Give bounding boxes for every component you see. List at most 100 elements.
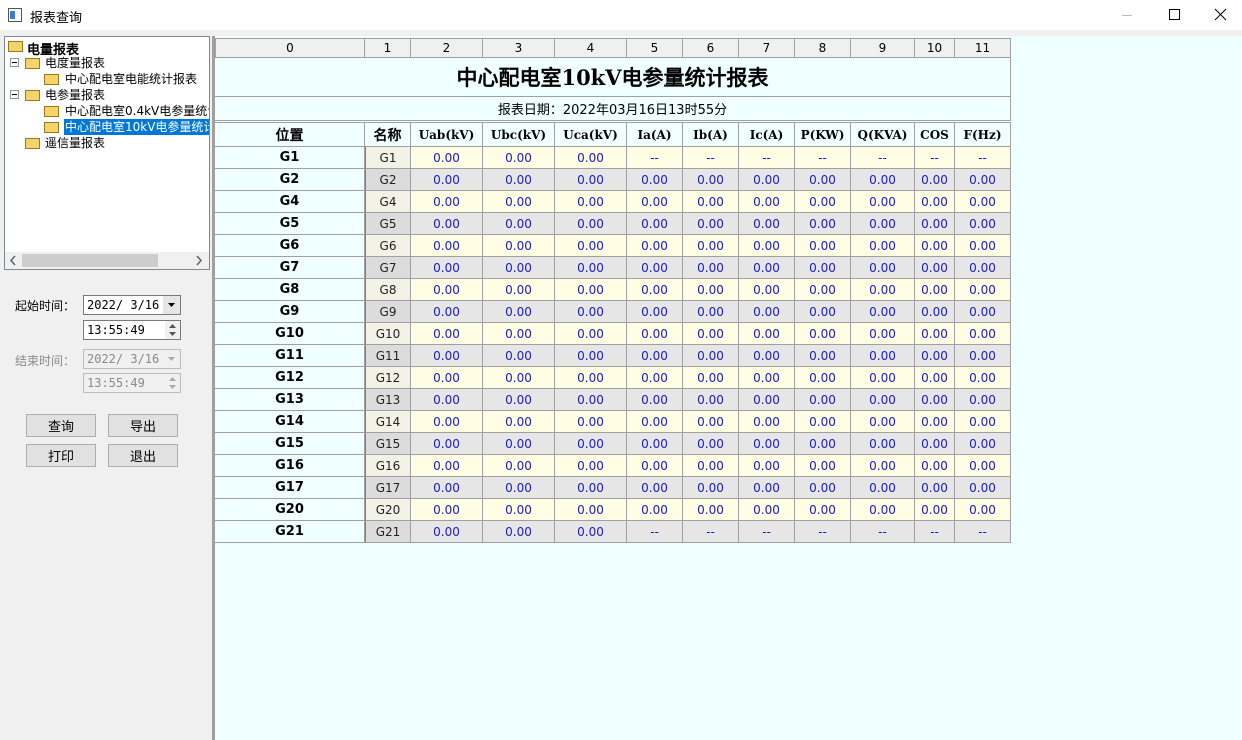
data-cell: 0.00 [739,169,795,191]
end-date: 2022/ 3/16 [83,349,181,369]
data-cell: 0.00 [411,477,483,499]
data-cell: 0.00 [627,367,683,389]
data-cell: 0.00 [627,191,683,213]
data-cell: 0.00 [627,235,683,257]
time-spinner[interactable] [165,321,180,339]
data-cell: 0.00 [915,411,955,433]
start-time[interactable]: 13:55:49 [83,320,181,340]
tree-item[interactable]: 电度量报表 [45,56,106,70]
row-name: G7 [365,257,411,279]
scroll-right[interactable] [194,255,204,266]
data-cell: 0.00 [411,521,483,543]
data-cell: 0.00 [955,191,1011,213]
column-header: Q(KVA) [851,122,915,147]
data-cell: 0.00 [795,279,851,301]
data-cell: 0.00 [739,279,795,301]
data-cell: -- [683,147,739,169]
data-cell: 0.00 [851,455,915,477]
data-cell: -- [739,521,795,543]
data-cell: 0.00 [915,191,955,213]
date-dropdown[interactable] [163,296,180,314]
data-cell: 0.00 [683,367,739,389]
tree-item-selected[interactable]: 中心配电室10kV电参量统计报表 [64,119,209,135]
button[interactable]: 查询 [26,414,96,437]
button[interactable]: 导出 [108,414,178,437]
folder-icon [25,138,40,149]
data-cell: 0.00 [555,433,627,455]
data-cell: 0.00 [795,301,851,323]
data-cell: 0.00 [955,499,1011,521]
start-date[interactable]: 2022/ 3/16 [83,295,181,315]
data-cell: 0.00 [955,389,1011,411]
data-cell: 0.00 [555,499,627,521]
minimize-button[interactable] [1120,8,1134,22]
column-header: F(Hz) [955,122,1011,147]
row-position: G8 [215,279,365,301]
data-cell: 0.00 [739,389,795,411]
data-cell: 0.00 [483,477,555,499]
row-position: G7 [215,257,365,279]
data-cell: 0.00 [411,345,483,367]
data-cell: 0.00 [411,455,483,477]
data-cell: 0.00 [851,235,915,257]
data-cell: 0.00 [739,235,795,257]
report-area: 0 1 2 3 4 5 6 7 8 9 10 11 中心配电室10kV电参量统计报表 报表日期：2022年… [215,36,1242,740]
close-button[interactable] [1214,8,1228,22]
data-cell: 0.00 [627,389,683,411]
data-cell: 0.00 [851,301,915,323]
data-cell: 0.00 [683,169,739,191]
tree-item[interactable]: 中心配电室0.4kV电参量统计报表 [65,104,209,118]
column-index: 2 [411,38,483,58]
data-cell: 0.00 [483,279,555,301]
data-cell: 0.00 [555,411,627,433]
tree-item[interactable]: 电参量报表 [45,88,106,102]
tree-item[interactable]: 遥信量报表 [45,136,106,150]
data-cell: 0.00 [627,455,683,477]
expand-toggle[interactable] [10,58,19,67]
data-cell: 0.00 [955,279,1011,301]
data-cell: 0.00 [627,411,683,433]
data-cell: 0.00 [739,499,795,521]
column-header: Ic(A) [739,122,795,147]
data-cell: 0.00 [915,345,955,367]
data-cell: -- [955,521,1011,543]
data-cell: 0.00 [411,301,483,323]
maximize-button[interactable] [1168,8,1182,22]
data-cell: 0.00 [915,433,955,455]
data-cell: 0.00 [411,257,483,279]
expand-toggle[interactable] [10,90,19,99]
row-position: G13 [215,389,365,411]
button[interactable]: 打印 [26,444,96,467]
data-cell: 0.00 [851,411,915,433]
data-cell: 0.00 [795,345,851,367]
data-cell: 0.00 [851,279,915,301]
row-name: G4 [365,191,411,213]
tree-item[interactable]: 中心配电室电能统计报表 [65,72,198,86]
data-cell: 0.00 [683,235,739,257]
row-name: G5 [365,213,411,235]
data-cell: 0.00 [851,433,915,455]
row-name: G13 [365,389,411,411]
button[interactable]: 退出 [108,444,178,467]
row-name: G17 [365,477,411,499]
data-cell: 0.00 [851,367,915,389]
data-cell: -- [683,521,739,543]
folder-icon [44,74,59,85]
data-cell: 0.00 [915,257,955,279]
data-cell: 0.00 [915,477,955,499]
data-cell: 0.00 [483,367,555,389]
data-cell: 0.00 [739,455,795,477]
end-time: 13:55:49 [83,373,181,393]
column-index: 0 [215,38,365,58]
data-cell: -- [915,521,955,543]
column-index: 11 [955,38,1011,58]
data-cell: 0.00 [955,213,1011,235]
scroll-left[interactable] [8,255,18,266]
row-name: G10 [365,323,411,345]
data-cell: 0.00 [739,191,795,213]
scroll-thumb[interactable] [22,254,158,267]
column-index: 5 [627,38,683,58]
folder-icon [44,106,59,117]
data-cell: 0.00 [683,279,739,301]
data-cell: 0.00 [683,345,739,367]
